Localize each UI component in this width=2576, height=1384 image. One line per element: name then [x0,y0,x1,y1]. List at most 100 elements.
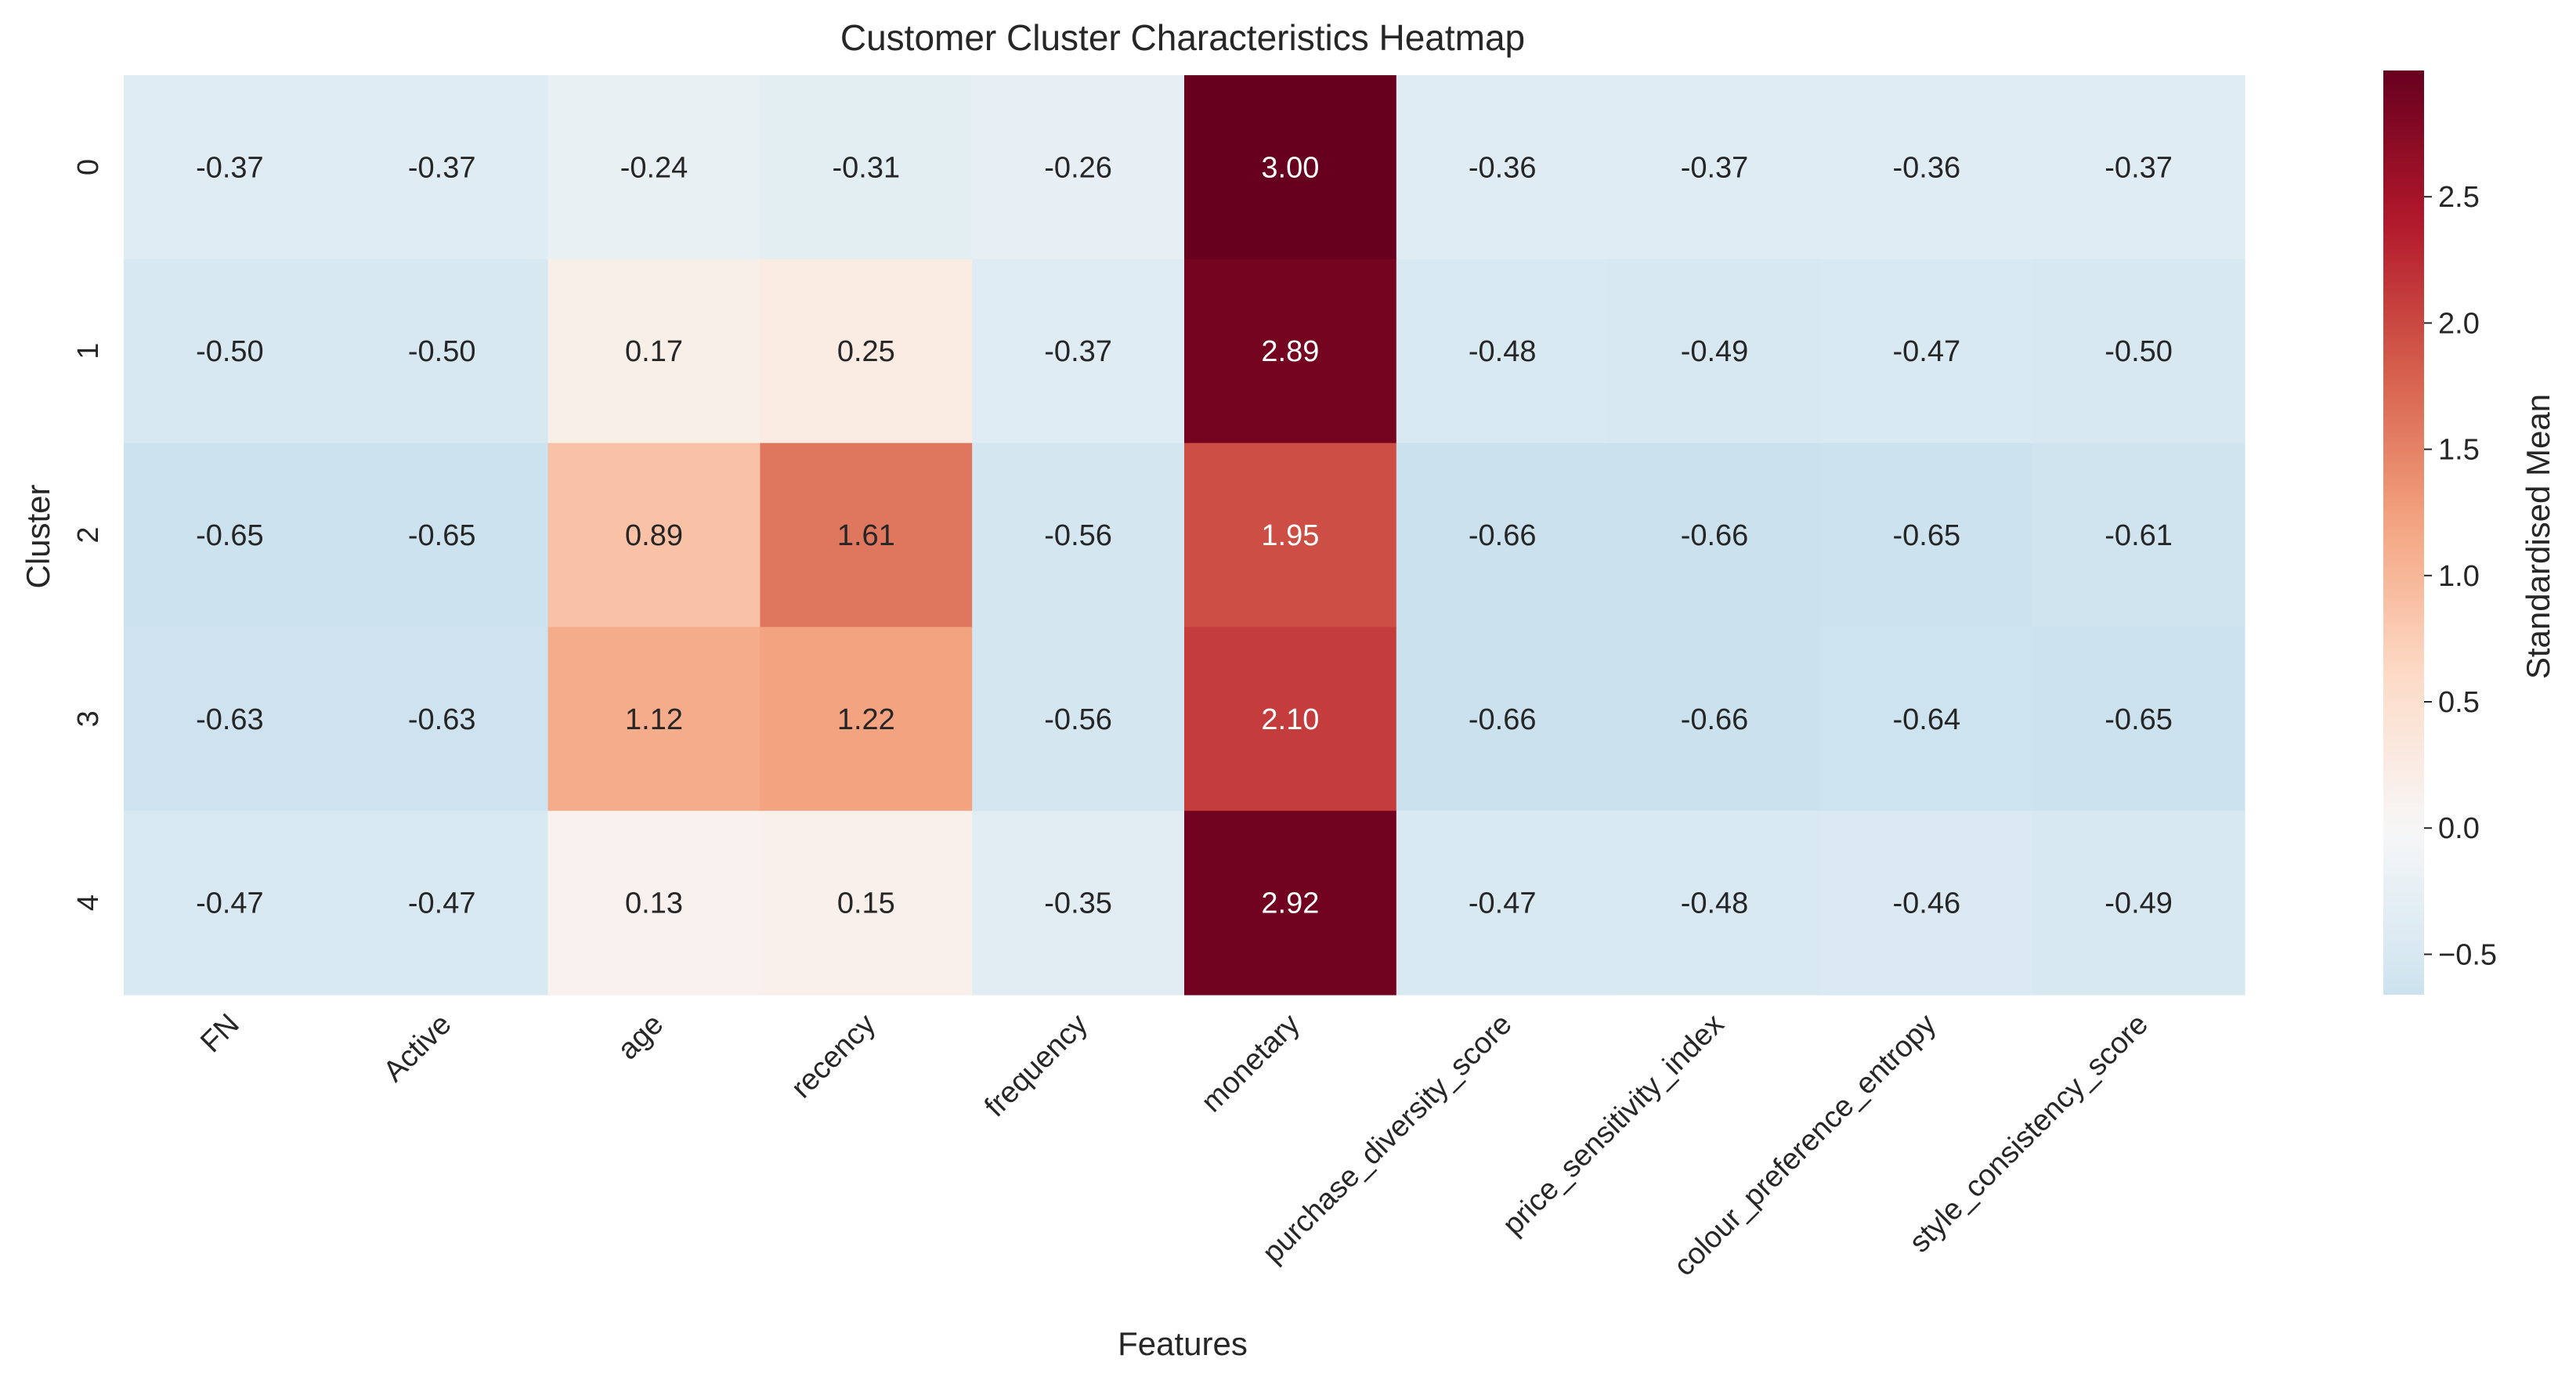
heatmap-cell-value: -0.37 [1044,335,1112,368]
heatmap-cell-value: -0.66 [1469,519,1537,552]
colorbar-gradient [2383,70,2424,995]
y-axis-ticks: 0 1 2 3 4 [72,159,105,911]
x-tick-label: Active [378,1008,458,1089]
heatmap-cell-value: -0.65 [196,519,264,552]
heatmap-cell-value: -0.49 [1681,335,1749,368]
heatmap-cell-value: -0.61 [2105,519,2173,552]
heatmap-cell-value: -0.36 [1469,151,1537,184]
heatmap-cell-value: 1.12 [625,703,683,736]
heatmap-cell [1608,627,1821,811]
heatmap-cell-value: 2.92 [1261,887,1319,920]
heatmap-cell-value: -0.47 [408,887,476,920]
heatmap-cell-value: -0.65 [2105,703,2173,736]
heatmap-cell-value: -0.24 [620,151,688,184]
heatmap-cell [1820,75,2033,260]
colorbar: 2.5 2.0 1.5 1.0 0.5 0.0 −0.5 [2383,70,2497,995]
heatmap-cell-value: 2.10 [1261,703,1319,736]
heatmap-cell [972,75,1185,260]
heatmap-cell-value: -0.49 [2105,887,2173,920]
heatmap-cells [124,75,2245,996]
heatmap-cell-value: -0.65 [1892,519,1960,552]
x-axis-label: Features [1118,1325,1248,1362]
heatmap-cell [1184,443,1397,627]
heatmap-cell [335,811,549,996]
heatmap-cell-value: -0.31 [832,151,900,184]
heatmap-cell [547,443,761,627]
heatmap-cell-value: 0.17 [625,335,683,368]
x-axis-ticks: FN Active age recency frequency monetarypurch… [194,1008,2155,1283]
x-tick-label: price_sensitivity_index [1497,1008,1731,1242]
heatmap-cell [972,443,1185,627]
heatmap-cell-value: -0.37 [196,151,264,184]
heatmap-cell [2032,75,2245,260]
heatmap-cell-value: -0.64 [1892,703,1960,736]
heatmap-cell [972,258,1185,444]
heatmap-cell-value: 0.89 [625,519,683,552]
heatmap-cell [1396,627,1610,811]
heatmap-cell-value: -0.47 [1892,335,1960,368]
heatmap-cell [124,627,337,811]
x-tick-label: style_consistency_score [1903,1008,2155,1259]
heatmap-cell-value: -0.50 [196,335,264,368]
heatmap-cell [547,75,761,260]
heatmap-cell [547,811,761,996]
heatmap-cell-value: -0.48 [1681,887,1749,920]
heatmap-cell-value: 0.15 [837,887,895,920]
heatmap-cell [1396,258,1610,444]
heatmap-cell-value: 1.95 [1261,519,1319,552]
colorbar-tick-label: 0.0 [2438,812,2480,845]
heatmap-cell-value: -0.35 [1044,887,1112,920]
heatmap-cell [1820,627,2033,811]
colorbar-tick-label: 1.5 [2438,434,2480,467]
heatmap-cell-value: 0.13 [625,887,683,920]
heatmap-cell [1608,443,1821,627]
heatmap-cell [124,443,337,627]
heatmap-cell [760,627,973,811]
heatmap-cell-value: -0.37 [2105,151,2173,184]
heatmap-cell-value: 1.61 [837,519,895,552]
heatmap-cell [547,258,761,444]
heatmap-cell [124,258,337,444]
heatmap-cell-value: 0.25 [837,335,895,368]
heatmap-cell-value: 1.22 [837,703,895,736]
heatmap-cell [1184,811,1397,996]
heatmap-cell [760,75,973,260]
heatmap-cell [1820,811,2033,996]
heatmap-cell-value: 3.00 [1261,151,1319,184]
heatmap-cell [2032,258,2245,444]
chart-title: Customer Cluster Characteristics Heatmap [840,17,1525,58]
heatmap-cell-value: -0.56 [1044,519,1112,552]
heatmap-cell [2032,627,2245,811]
heatmap-cell [547,627,761,811]
heatmap-cell-value: -0.65 [408,519,476,552]
heatmap-cell [1184,75,1397,260]
colorbar-tick-label: −0.5 [2438,938,2497,971]
heatmap-cell-value: -0.50 [408,335,476,368]
heatmap-cell-labels: -0.37 -0.37 -0.24 -0.31 -0.26 3.00 -0.36 -0.37 -… [196,151,2173,920]
heatmap-cell [124,75,337,260]
heatmap-cell-value: -0.63 [196,703,264,736]
x-tick-label: frequency [978,1008,1094,1124]
heatmap-cell [335,443,549,627]
y-tick-label: 1 [72,343,105,360]
x-tick-label: FN [194,1008,246,1060]
heatmap-cell [335,258,549,444]
heatmap-cell [1184,258,1397,444]
heatmap-cell [1608,258,1821,444]
x-tick-label: purchase_diversity_score [1256,1008,1518,1270]
x-tick-label: monetary [1195,1008,1306,1119]
heatmap-cell-value: -0.66 [1681,519,1749,552]
heatmap-cell [972,627,1185,811]
colorbar-label: Standardised Mean [2520,394,2556,679]
heatmap-cell-value: -0.47 [1469,887,1537,920]
y-tick-label: 4 [72,894,105,911]
heatmap-cell-value: -0.50 [2105,335,2173,368]
colorbar-tick-label: 2.0 [2438,307,2480,340]
heatmap-cell [1820,258,2033,444]
heatmap-cell [1184,627,1397,811]
colorbar-tick-label: 2.5 [2438,181,2480,214]
colorbar-tick-label: 1.0 [2438,560,2480,593]
heatmap-cell [972,811,1185,996]
